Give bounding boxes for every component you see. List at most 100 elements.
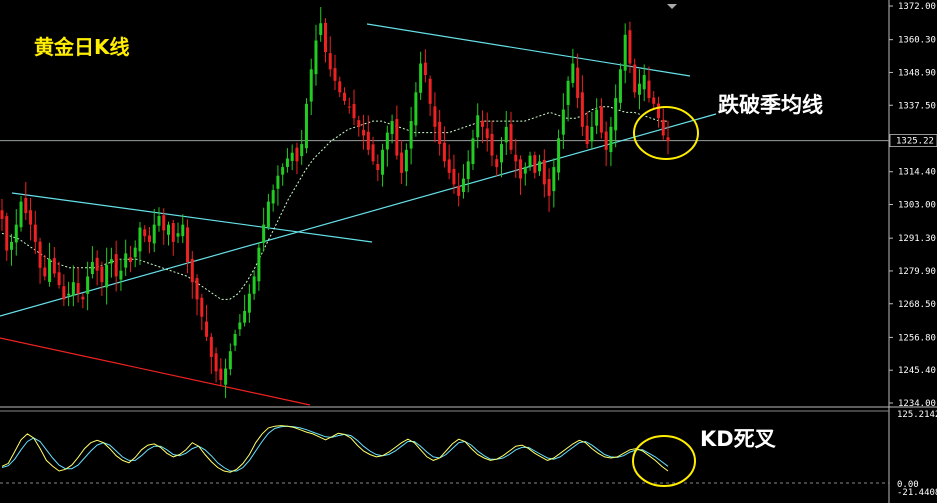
candle-body	[281, 167, 285, 175]
candle	[666, 120, 670, 155]
candle-body	[195, 278, 199, 300]
candle	[167, 221, 170, 246]
candle-body	[504, 126, 508, 143]
candle-body	[81, 296, 85, 300]
candle	[533, 151, 537, 179]
candle	[62, 274, 66, 306]
candle-body	[24, 197, 28, 214]
candle	[109, 247, 113, 278]
candle	[81, 293, 85, 309]
candle	[485, 112, 489, 152]
candle-body	[124, 253, 128, 268]
candle-body	[333, 68, 337, 81]
candle-body	[528, 155, 532, 167]
candle-body	[495, 159, 499, 168]
kd-k-line	[1, 425, 669, 473]
candle	[343, 87, 347, 105]
candle	[495, 154, 499, 177]
candle	[5, 212, 9, 261]
candle	[528, 151, 532, 171]
candle	[376, 154, 380, 182]
candle	[637, 69, 641, 110]
candle-body	[304, 103, 308, 149]
kd-tick-label: 0.00	[897, 480, 919, 490]
candle	[100, 261, 104, 297]
candle	[599, 98, 603, 139]
candle-body	[428, 78, 432, 104]
candle	[314, 24, 318, 86]
candle	[609, 116, 613, 167]
candle-body	[67, 293, 71, 296]
candle-body	[514, 154, 518, 162]
candle-body	[214, 353, 218, 372]
candle-body	[5, 216, 9, 251]
candle-body	[300, 144, 304, 157]
candle	[585, 111, 589, 149]
candle	[618, 63, 622, 110]
candle	[390, 114, 394, 144]
candle	[571, 48, 575, 88]
candle-body	[209, 336, 213, 357]
candle	[224, 358, 228, 399]
candle	[409, 106, 413, 165]
candle-body	[114, 254, 118, 277]
candle	[442, 126, 446, 168]
candle-body	[485, 128, 489, 139]
candle	[309, 58, 313, 116]
candle-body	[62, 286, 66, 300]
candle-body	[200, 297, 204, 317]
candle	[271, 184, 275, 212]
candle-body	[666, 137, 670, 142]
candle	[509, 111, 513, 155]
candle-body	[404, 149, 408, 172]
candle-body	[433, 106, 437, 127]
candle	[595, 98, 599, 134]
candle	[228, 343, 232, 376]
candle	[323, 18, 327, 63]
candle-body	[381, 149, 385, 175]
candle-body	[29, 210, 33, 225]
candle	[128, 245, 132, 273]
candle-body	[176, 233, 180, 237]
candle-body	[561, 109, 565, 135]
candle-body	[647, 80, 651, 99]
candle	[395, 105, 399, 160]
candle-body	[48, 259, 52, 282]
candle	[500, 137, 503, 178]
candle-body	[447, 159, 451, 173]
candle-body	[390, 121, 394, 134]
kd-indicator	[1, 425, 669, 473]
candle	[233, 329, 237, 352]
candle-body	[262, 224, 266, 243]
candle-body	[519, 159, 523, 179]
candle	[157, 207, 161, 232]
candle-body	[395, 118, 399, 156]
candle	[504, 111, 508, 155]
candle	[362, 114, 366, 150]
candle-body	[585, 125, 589, 145]
candle	[319, 6, 323, 42]
candle	[547, 168, 551, 212]
candle-body	[452, 168, 456, 185]
candle	[471, 129, 475, 170]
candle-body	[385, 132, 389, 150]
candle-body	[290, 152, 294, 161]
quarterly-ma-line	[1, 106, 668, 300]
candle-body	[33, 224, 37, 242]
candle	[181, 214, 185, 243]
candle-body	[95, 257, 99, 271]
candle-body	[285, 158, 289, 167]
candle	[476, 103, 480, 149]
candle-body	[490, 133, 494, 156]
price-tick-label: 1348.90	[898, 68, 936, 78]
rising-support-line	[0, 113, 717, 317]
candle	[628, 21, 632, 73]
candle	[338, 76, 342, 98]
candle-body	[523, 167, 527, 174]
break-annotation: 跌破季均线	[718, 93, 823, 117]
candle	[519, 155, 523, 195]
current-price-label: 1325.22	[896, 137, 934, 147]
candle-body	[409, 121, 413, 149]
candle	[400, 140, 404, 184]
